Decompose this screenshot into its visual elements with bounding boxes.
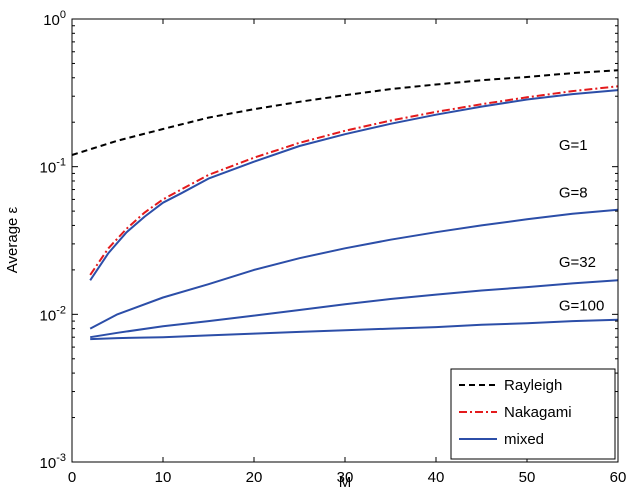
series-line-nakagami-g1 bbox=[89, 85, 619, 276]
legend: Rayleigh Nakagami mixed bbox=[450, 368, 616, 460]
annotation-label: G=8 bbox=[559, 184, 588, 201]
series-line-mixed-g32 bbox=[90, 279, 619, 339]
x-tick-label: 40 bbox=[428, 469, 445, 486]
tick-layer: 0 10 20 30 40 50 60 10-3 10-2 10-1 100 bbox=[40, 9, 627, 486]
y-tick-label: 10-2 bbox=[40, 304, 66, 324]
x-tick-label: 20 bbox=[246, 469, 263, 486]
x-tick-label: 50 bbox=[519, 469, 536, 486]
legend-box bbox=[450, 368, 616, 460]
y-tick-label: 10-1 bbox=[40, 157, 66, 177]
x-tick-label: 0 bbox=[68, 469, 76, 486]
y-tick-label: 10-3 bbox=[40, 452, 66, 472]
x-tick-label: 60 bbox=[610, 469, 627, 486]
series-line-mixed-g1 bbox=[89, 89, 619, 281]
x-tick-label: 30 bbox=[337, 469, 354, 486]
x-tick-label: 10 bbox=[155, 469, 172, 486]
y-tick-label: 100 bbox=[43, 9, 66, 29]
series-line-rayleigh bbox=[71, 69, 619, 156]
legend-label-rayleigh: Rayleigh bbox=[504, 377, 562, 394]
annotation-label: G=1 bbox=[559, 137, 588, 154]
annotation-layer: G=1 G=8 G=32 G=100 bbox=[559, 137, 604, 315]
annotation-label: G=32 bbox=[559, 254, 596, 271]
series-line-mixed-g100 bbox=[90, 318, 619, 341]
y-axis-label: Average ε bbox=[4, 206, 21, 273]
x-axis-label: M bbox=[339, 474, 352, 491]
series-line-mixed-g8 bbox=[89, 208, 619, 330]
annotation-label: G=100 bbox=[559, 298, 604, 315]
legend-label-nakagami: Nakagami bbox=[504, 404, 572, 421]
series-layer bbox=[71, 69, 619, 341]
legend-label-mixed: mixed bbox=[504, 431, 544, 448]
